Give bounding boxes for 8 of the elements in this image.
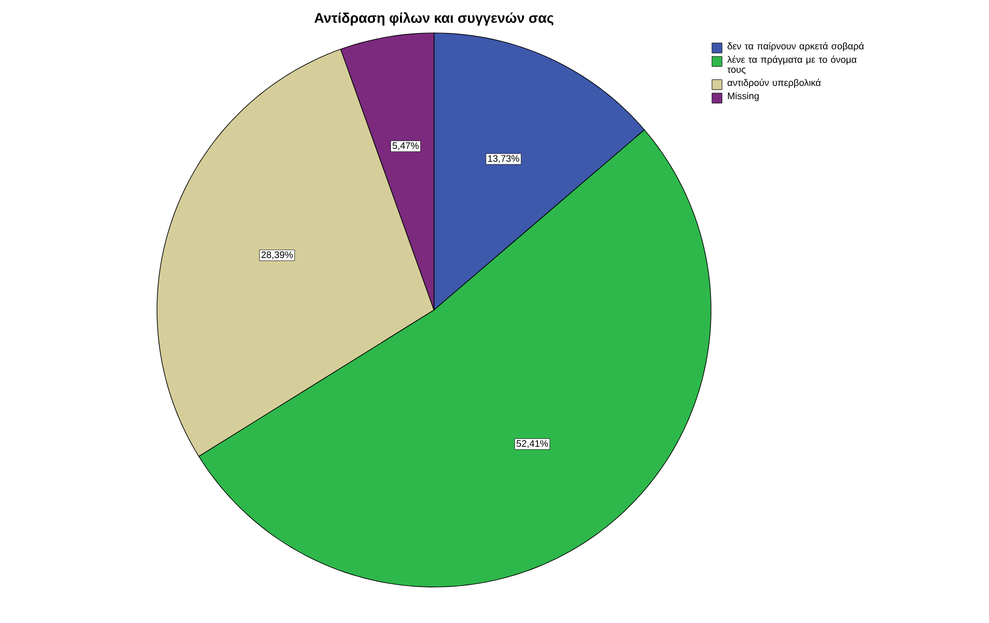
chart-title: Αντίδραση φίλων και συγγενών σας xyxy=(314,12,554,26)
data-label: 52,41% xyxy=(516,440,548,448)
legend-label: Missing xyxy=(728,92,759,102)
data-label: 13,73% xyxy=(488,155,520,163)
data-label: 5,47% xyxy=(392,142,419,150)
legend-label: αντιδρούν υπερβολικά xyxy=(728,78,821,88)
legend-label: δεν τα παίρνουν αρκετά σοβαρά xyxy=(728,42,864,52)
data-label: 28,39% xyxy=(261,251,293,260)
